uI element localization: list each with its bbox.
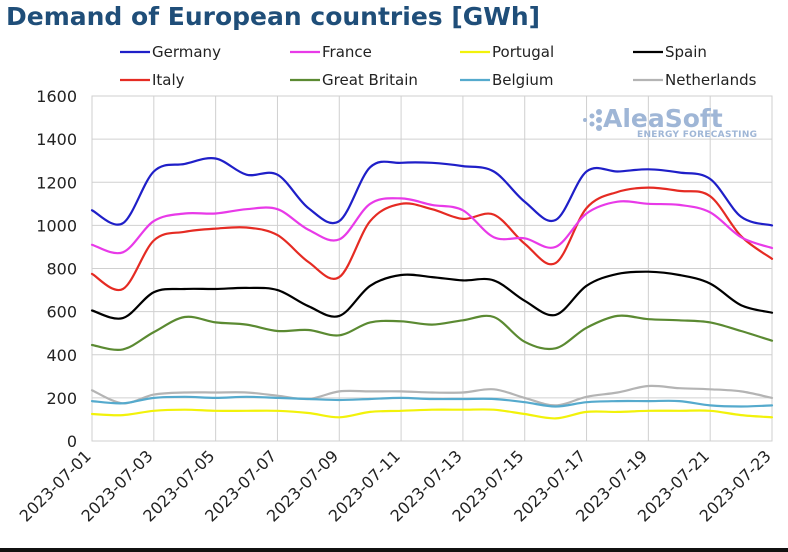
x-axis: 2023-07-012023-07-032023-07-052023-07-07… bbox=[16, 446, 775, 525]
logo-dot bbox=[596, 125, 602, 131]
grid bbox=[91, 95, 773, 442]
logo-tagline-text: ENERGY FORECASTING bbox=[637, 130, 757, 140]
legend-item-germany: Germany bbox=[120, 43, 221, 61]
y-tick-label: 1000 bbox=[36, 216, 77, 235]
series-line-germany bbox=[90, 157, 774, 227]
bottom-border bbox=[0, 548, 788, 552]
y-tick-label: 400 bbox=[46, 346, 77, 365]
plot-area-border bbox=[91, 95, 773, 442]
chart-title: Demand of European countries [GWh] bbox=[6, 2, 541, 31]
series-line-italy bbox=[90, 186, 774, 292]
logo-dot bbox=[596, 117, 602, 123]
series-line-portugal bbox=[90, 408, 774, 420]
legend-label: Portugal bbox=[492, 43, 554, 61]
y-tick-label: 1400 bbox=[36, 130, 77, 149]
series-line-great-britain bbox=[90, 314, 774, 351]
legend-item-italy: Italy bbox=[120, 71, 185, 89]
series-line-france bbox=[90, 197, 774, 255]
legend-item-spain: Spain bbox=[633, 43, 707, 61]
legend-item-portugal: Portugal bbox=[460, 43, 554, 61]
y-tick-label: 1600 bbox=[36, 87, 77, 106]
legend-item-netherlands: Netherlands bbox=[633, 71, 757, 89]
legend-label: France bbox=[322, 43, 372, 61]
legend-item-france: France bbox=[290, 43, 372, 61]
y-tick-label: 0 bbox=[67, 432, 77, 451]
series-line-spain bbox=[90, 270, 774, 320]
legend: Germany France Portugal Spain Italy Great Bri… bbox=[120, 43, 757, 89]
legend-label: Italy bbox=[152, 71, 185, 89]
y-tick-label: 1200 bbox=[36, 173, 77, 192]
legend-label: Germany bbox=[152, 43, 221, 61]
logo-dot bbox=[583, 118, 587, 122]
y-tick-label: 800 bbox=[46, 260, 77, 279]
logo-brand-text: AleaSoft bbox=[603, 104, 723, 133]
legend-label: Spain bbox=[665, 43, 707, 61]
series-line-netherlands bbox=[90, 384, 774, 407]
legend-item-belgium: Belgium bbox=[460, 71, 554, 89]
logo-dot bbox=[589, 121, 595, 127]
y-tick-label: 200 bbox=[46, 389, 77, 408]
logo-dots-icon bbox=[583, 109, 602, 131]
aleasoft-logo: AleaSoft ENERGY FORECASTING bbox=[583, 104, 757, 140]
series-line-belgium bbox=[90, 395, 774, 408]
logo-dot bbox=[596, 109, 602, 115]
y-tick-label: 600 bbox=[46, 303, 77, 322]
series-group bbox=[90, 157, 774, 420]
logo-dot bbox=[589, 113, 595, 119]
legend-label: Netherlands bbox=[665, 71, 757, 89]
y-axis: 0 200 400 600 800 1000 1200 1400 1600 bbox=[36, 87, 77, 451]
legend-label: Belgium bbox=[492, 71, 554, 89]
legend-item-great-britain: Great Britain bbox=[290, 71, 418, 89]
legend-label: Great Britain bbox=[322, 71, 418, 89]
